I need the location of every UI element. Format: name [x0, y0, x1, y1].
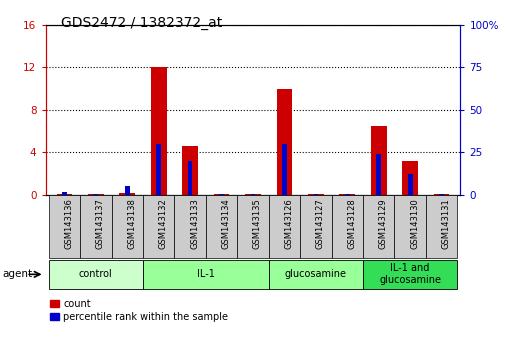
Text: GDS2472 / 1382372_at: GDS2472 / 1382372_at [61, 16, 222, 30]
FancyBboxPatch shape [143, 195, 174, 258]
Bar [339, 194, 355, 195]
Bar [370, 126, 386, 195]
Text: agent: agent [3, 269, 33, 279]
Bar [433, 194, 448, 195]
Text: GSM143128: GSM143128 [346, 198, 356, 249]
FancyBboxPatch shape [48, 195, 80, 258]
Bar [376, 154, 380, 195]
FancyBboxPatch shape [268, 260, 362, 289]
Text: GSM143126: GSM143126 [284, 198, 293, 249]
FancyBboxPatch shape [362, 195, 394, 258]
Bar [401, 161, 417, 195]
Bar [182, 146, 197, 195]
Text: GSM143138: GSM143138 [127, 198, 136, 249]
Text: glucosamine: glucosamine [284, 269, 346, 279]
Bar [156, 144, 161, 195]
Bar [187, 161, 192, 195]
FancyBboxPatch shape [394, 195, 425, 258]
Text: GSM143131: GSM143131 [441, 198, 450, 249]
FancyBboxPatch shape [143, 260, 268, 289]
Bar [119, 193, 135, 195]
FancyBboxPatch shape [174, 195, 206, 258]
Bar [57, 194, 72, 195]
FancyBboxPatch shape [362, 260, 457, 289]
FancyBboxPatch shape [268, 195, 299, 258]
Text: IL-1 and
glucosamine: IL-1 and glucosamine [378, 263, 440, 285]
Text: GSM143129: GSM143129 [378, 198, 387, 249]
Bar [281, 144, 286, 195]
Text: GSM143136: GSM143136 [64, 198, 73, 249]
FancyBboxPatch shape [331, 195, 362, 258]
Bar [219, 194, 224, 195]
Text: GSM143132: GSM143132 [159, 198, 167, 249]
Bar [407, 174, 412, 195]
Bar [308, 194, 323, 195]
FancyBboxPatch shape [206, 195, 237, 258]
Text: GSM143134: GSM143134 [221, 198, 230, 249]
Legend: count, percentile rank within the sample: count, percentile rank within the sample [50, 299, 228, 321]
FancyBboxPatch shape [48, 260, 143, 289]
Text: GSM143137: GSM143137 [95, 198, 105, 249]
Bar [213, 194, 229, 195]
Text: GSM143130: GSM143130 [410, 198, 418, 249]
Bar [244, 194, 261, 195]
Text: GSM143135: GSM143135 [252, 198, 262, 249]
Bar [88, 194, 104, 195]
Bar [250, 194, 255, 195]
FancyBboxPatch shape [237, 195, 268, 258]
Text: IL-1: IL-1 [196, 269, 214, 279]
Bar [344, 194, 349, 195]
FancyBboxPatch shape [425, 195, 457, 258]
FancyBboxPatch shape [111, 195, 143, 258]
Text: control: control [79, 269, 113, 279]
Bar [93, 194, 98, 195]
FancyBboxPatch shape [80, 195, 111, 258]
Bar [62, 192, 67, 195]
Text: GSM143127: GSM143127 [315, 198, 324, 249]
Bar [276, 88, 292, 195]
Text: GSM143133: GSM143133 [190, 198, 199, 249]
FancyBboxPatch shape [299, 195, 331, 258]
Bar [438, 194, 443, 195]
Bar [313, 194, 318, 195]
Bar [150, 67, 166, 195]
Bar [125, 186, 129, 195]
